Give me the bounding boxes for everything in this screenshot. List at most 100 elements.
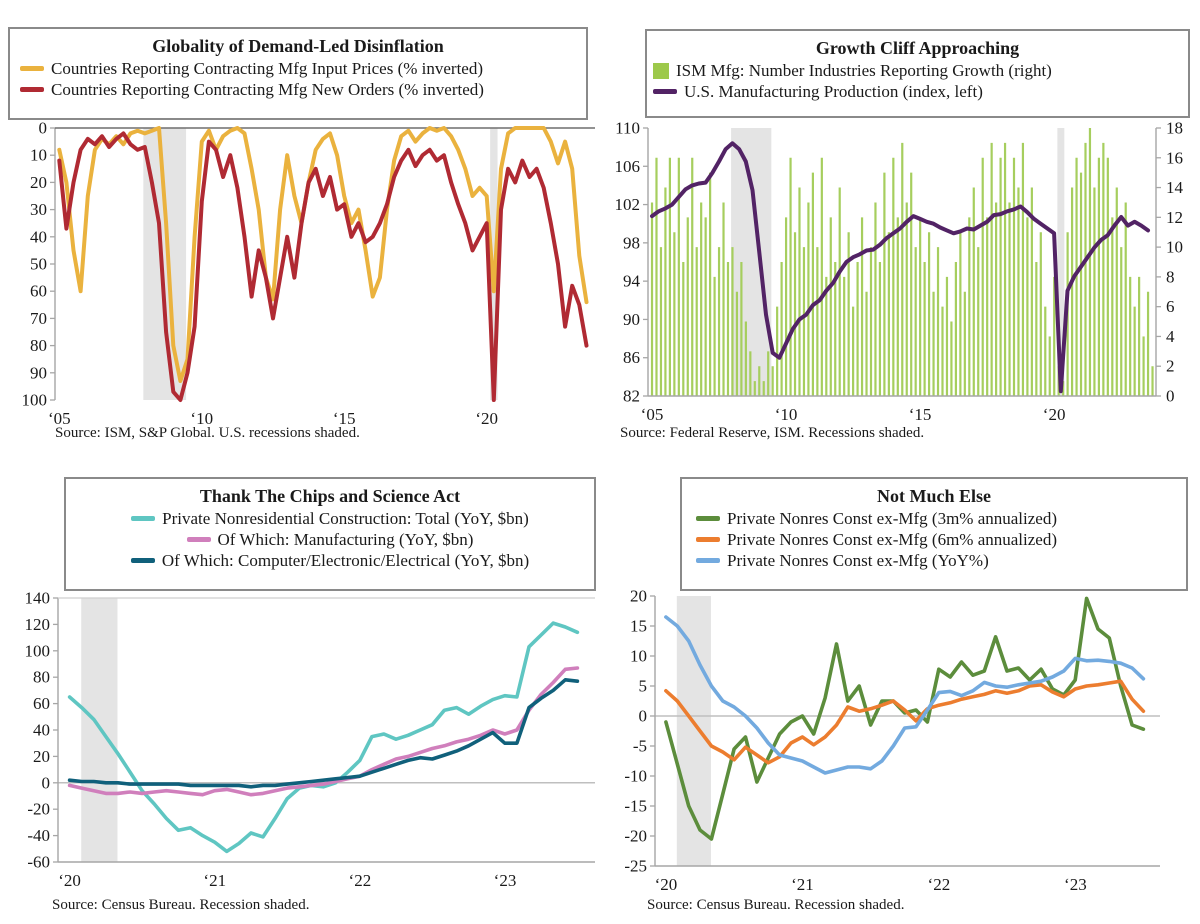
y-tick-label: 60 <box>33 694 50 713</box>
y-tick-label: 110 <box>615 120 640 138</box>
x-tick-label: ‘20 <box>475 409 498 428</box>
legend-swatch-square-icon <box>653 62 669 79</box>
x-tick-label: ‘05 <box>641 405 664 424</box>
y-tick-label: 80 <box>33 668 50 687</box>
x-tick-label: ‘05 <box>48 409 71 428</box>
legend-label: U.S. Manufacturing Production (index, le… <box>684 82 983 101</box>
legend-item: Private Nonres Const ex-Mfg (6m% annuali… <box>682 529 1186 550</box>
y-tick-label: 102 <box>615 195 641 214</box>
legend-item: Private Nonres Const ex-Mfg (YoY%) <box>682 550 1186 571</box>
legend-label: Private Nonres Const ex-Mfg (YoY%) <box>727 551 989 570</box>
y-tick-label: 0 <box>42 773 51 792</box>
legend-item: Private Nonres Const ex-Mfg (3m% annuali… <box>682 508 1186 529</box>
x-tick-label: ‘20 <box>58 871 81 890</box>
legend-item: Private Nonresidential Construction: Tot… <box>66 508 594 529</box>
x-tick-label: ‘21 <box>203 871 226 890</box>
x-tick-label: ‘10 <box>190 409 213 428</box>
y-tick-label: -60 <box>27 853 50 872</box>
y-tick-label: 70 <box>30 309 47 328</box>
legend-swatch-line-icon <box>696 558 720 563</box>
y-tick-label: 10 <box>30 146 47 165</box>
y-tick-label: 40 <box>30 227 47 246</box>
recession-band <box>676 596 711 866</box>
legend-label: Countries Reporting Contracting Mfg Inpu… <box>51 59 483 78</box>
x-tick-label: ‘15 <box>333 409 356 428</box>
legend: Private Nonres Const ex-Mfg (3m% annuali… <box>682 508 1186 571</box>
legend-box: Not Much Else Private Nonres Const ex-Mf… <box>680 477 1188 591</box>
legend-swatch-line-icon <box>131 516 156 521</box>
y2-tick-label: 16 <box>1166 148 1183 167</box>
x-tick-label: ‘21 <box>791 875 814 894</box>
y2-tick-label: 6 <box>1166 297 1175 316</box>
y-tick-label: 60 <box>30 282 47 301</box>
y2-tick-label: 8 <box>1166 267 1175 286</box>
chart-title: Growth Cliff Approaching <box>815 38 1020 58</box>
y2-tick-label: 0 <box>1166 387 1175 406</box>
y2-tick-label: 18 <box>1166 120 1183 138</box>
y-tick-label: 100 <box>22 391 48 410</box>
y-tick-label: -20 <box>624 827 647 846</box>
legend-swatch-line-icon <box>20 87 44 92</box>
y-tick-label: 86 <box>623 348 640 367</box>
legend-swatch-line-icon <box>696 537 720 542</box>
legend-box: Growth Cliff Approaching ISM Mfg: Number… <box>645 29 1190 118</box>
y2-tick-label: 10 <box>1166 238 1183 257</box>
legend-label: Countries Reporting Contracting Mfg New … <box>51 80 484 99</box>
panel-chips-act: Thank The Chips and Science Act Private … <box>0 462 600 924</box>
panel-growth-cliff: Growth Cliff Approaching ISM Mfg: Number… <box>600 0 1200 462</box>
y-tick-label: -25 <box>624 857 647 876</box>
legend-item: Of Which: Computer/Electronic/Electrical… <box>66 550 594 571</box>
y-tick-label: 82 <box>623 387 640 406</box>
legend-label: ISM Mfg: Number Industries Reporting Gro… <box>676 61 1052 80</box>
y-tick-label: 90 <box>623 310 640 329</box>
y-tick-label: 10 <box>630 647 647 666</box>
legend-label: Of Which: Manufacturing (YoY, $bn) <box>217 530 474 549</box>
recession-band <box>1057 128 1065 396</box>
legend-swatch-line-icon <box>186 537 211 542</box>
x-tick-label: ‘10 <box>775 405 798 424</box>
y-tick-label: 80 <box>30 336 47 355</box>
x-tick-label: ‘15 <box>909 405 932 424</box>
y2-tick-label: 14 <box>1166 178 1184 197</box>
series-line <box>664 596 1146 841</box>
series-line <box>57 126 589 383</box>
source-note: Source: Federal Reserve, ISM. Recessions… <box>620 425 925 441</box>
y-tick-label: 120 <box>25 615 51 634</box>
x-tick-label: ‘22 <box>349 871 372 890</box>
x-tick-label: ‘20 <box>1043 405 1066 424</box>
series-line <box>664 615 1146 775</box>
growth-cliff-chart: 82 86 90 94 98 102 106 110 0 2 4 6 8 10 12 14 16 18 ‘05 ‘10… <box>615 120 1184 424</box>
y2-tick-label: 2 <box>1166 357 1175 376</box>
y-tick-label: 20 <box>30 173 47 192</box>
series-line <box>57 131 589 402</box>
y-tick-label: 94 <box>623 272 641 291</box>
y-tick-label: 20 <box>630 590 647 606</box>
y-tick-label: 5 <box>639 677 648 696</box>
series-line <box>664 679 1146 765</box>
x-tick-label: ‘20 <box>655 875 678 894</box>
chart-title: Not Much Else <box>877 486 991 506</box>
y-tick-label: 30 <box>30 200 47 219</box>
source-note: Source: Census Bureau. Recession shaded. <box>647 897 905 913</box>
y2-tick-label: 4 <box>1166 327 1175 346</box>
y-tick-label: 0 <box>639 707 648 726</box>
y-tick-label: 50 <box>30 255 47 274</box>
series-line <box>67 678 580 789</box>
y-tick-label: 98 <box>623 233 640 252</box>
globality-chart: 0 10 20 30 40 50 60 70 80 90 100‘05 ‘10 ‘15 ‘20 <box>22 120 595 428</box>
chips-act-chart: -60 -40 -20 0 20 40 60 80 100 120 140 ‘20 ‘21 ‘22 ‘23 <box>25 590 595 890</box>
legend: Private Nonresidential Construction: Tot… <box>66 508 594 571</box>
legend-swatch-line-icon <box>20 66 44 71</box>
x-tick-label: ‘23 <box>1064 875 1087 894</box>
y-tick-label: -15 <box>624 797 647 816</box>
series-line <box>67 621 580 854</box>
x-tick-label: ‘23 <box>494 871 517 890</box>
y-tick-label: -40 <box>27 826 50 845</box>
legend-swatch-line-icon <box>130 558 155 563</box>
y-tick-label: 140 <box>25 590 51 608</box>
y-tick-label: 20 <box>33 747 50 766</box>
y-tick-label: 106 <box>615 157 641 176</box>
y-tick-label: -5 <box>633 737 647 756</box>
legend-label: Of Which: Computer/Electronic/Electrical… <box>161 551 530 570</box>
